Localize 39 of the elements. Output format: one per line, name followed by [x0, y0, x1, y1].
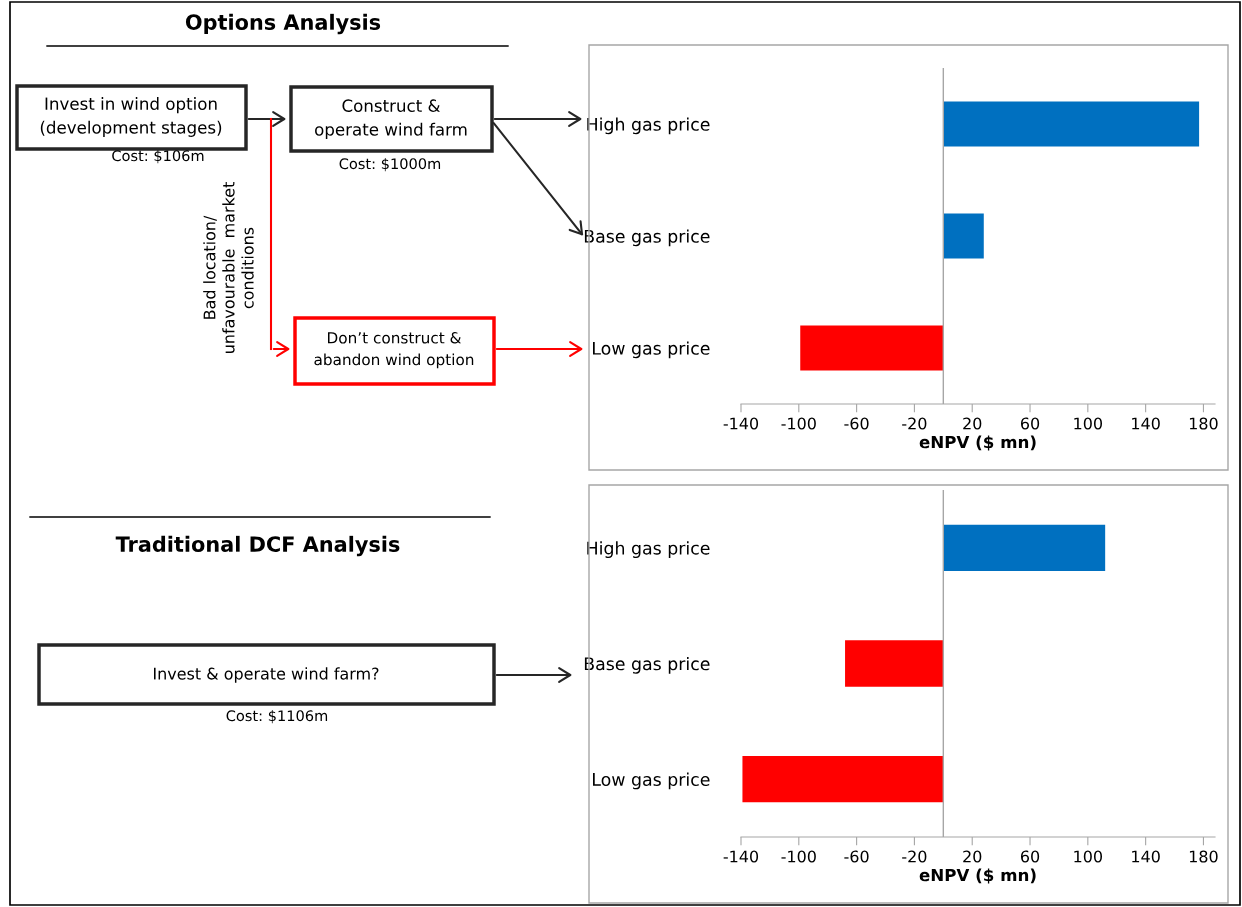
x-tick-label: -140 — [723, 850, 759, 863]
x-tick-label: 20 — [963, 850, 982, 863]
x-tick-label: -100 — [781, 850, 816, 863]
x-axis-title: eNPV ($ mn) — [919, 868, 1036, 884]
x-tick-label: -60 — [844, 417, 869, 430]
text: Don’t construct & abandon wind option — [314, 332, 474, 369]
text: Construct & operate wind farm — [315, 99, 467, 139]
x-tick-label: 140 — [1132, 850, 1160, 863]
text: Cost: $1106m — [226, 709, 328, 724]
x-tick-label: 100 — [1074, 850, 1103, 863]
x-axis-title: eNPV ($ mn) — [919, 435, 1036, 451]
text: Invest & operate wind farm? — [154, 667, 379, 683]
text: Cost: $106m — [112, 149, 204, 164]
x-tick-label: 140 — [1132, 417, 1160, 430]
x-tick-label: -100 — [781, 417, 816, 430]
x-tick-label: 180 — [1189, 417, 1218, 430]
y-tick-label: Low gas price — [593, 772, 710, 790]
bar — [943, 213, 984, 259]
x-tick-label: -20 — [902, 850, 927, 863]
text: Options Analysis — [185, 13, 381, 35]
x-tick-label: 60 — [1020, 850, 1040, 863]
y-tick-label: Base gas price — [584, 229, 710, 247]
x-tick-label: -20 — [902, 417, 927, 430]
x-tick-label: 60 — [1020, 417, 1040, 430]
x-tick-label: 100 — [1074, 417, 1103, 430]
text: Invest in wind option (development stages) — [40, 97, 222, 137]
y-tick-label: High gas price — [587, 117, 710, 135]
x-tick-label: -140 — [723, 417, 759, 430]
x-tick-label: 20 — [963, 417, 982, 430]
x-tick-label: 180 — [1189, 850, 1218, 863]
text: Cost: $1000m — [339, 157, 441, 172]
y-tick-label: High gas price — [587, 541, 710, 559]
x-tick-label: -60 — [844, 850, 869, 863]
bar — [800, 325, 944, 371]
text: Bad location/ unfavourable market conditions — [203, 182, 254, 353]
bar — [943, 101, 1200, 147]
y-tick-label: Low gas price — [593, 341, 710, 359]
text: Traditional DCF Analysis — [115, 535, 400, 557]
y-tick-label: Base gas price — [584, 656, 710, 674]
